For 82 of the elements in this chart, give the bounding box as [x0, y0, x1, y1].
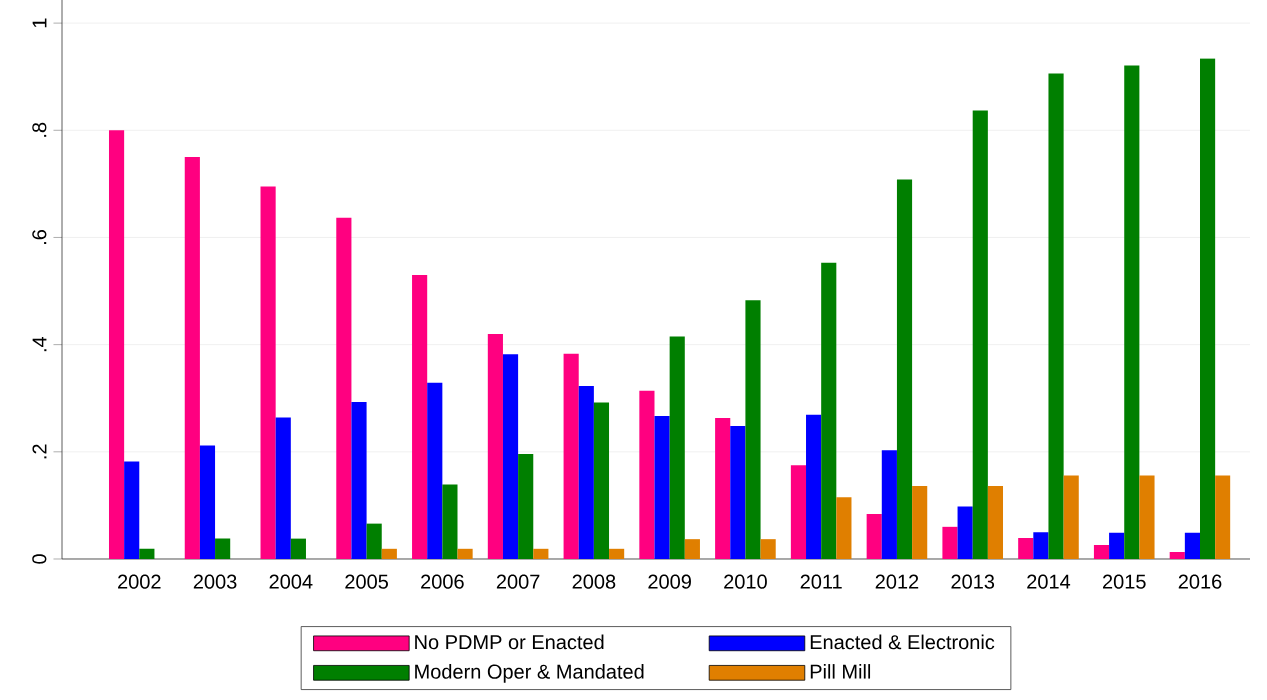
bar [806, 414, 822, 559]
bar [427, 382, 443, 559]
bar [609, 548, 625, 559]
bar [1018, 538, 1034, 559]
x-tick-label: 2007 [496, 574, 540, 589]
bar [1063, 475, 1079, 559]
x-tick-label: 2005 [345, 574, 388, 589]
bar [184, 157, 200, 559]
x-tick-label: 2012 [875, 574, 919, 589]
x-tick-label: 2010 [724, 574, 767, 589]
y-tick-label: 0 [32, 554, 47, 564]
bar [684, 539, 700, 559]
bar [745, 300, 761, 559]
bar [487, 333, 503, 559]
bar [1048, 73, 1064, 559]
bar [502, 354, 519, 559]
bar [881, 450, 897, 559]
legend-label: Modern Oper & Mandated [415, 664, 644, 683]
y-tick-label: .8 [32, 122, 47, 137]
bar [866, 513, 882, 559]
bar [290, 538, 306, 559]
y-tick-label: .6 [32, 229, 47, 244]
bar [1139, 475, 1155, 559]
bar [578, 385, 594, 559]
x-tick-label: 2011 [800, 574, 842, 589]
bar [124, 461, 140, 559]
bar [533, 548, 549, 559]
bar [275, 417, 291, 559]
legend-label: Pill Mill [810, 664, 871, 679]
y-tick-label: .2 [32, 444, 47, 459]
x-tick-label: 2014 [1027, 574, 1071, 589]
bar [942, 526, 958, 559]
y-tick-label: 1 [32, 18, 47, 28]
bar [790, 465, 807, 559]
bar [351, 401, 367, 559]
bar [730, 426, 746, 559]
legend-label: No PDMP or Enacted [415, 634, 604, 650]
bar [669, 336, 685, 559]
bar [563, 353, 579, 559]
bar [457, 548, 473, 559]
x-tick-label: 2006 [421, 574, 464, 589]
bar [366, 523, 382, 559]
x-tick-label: 2015 [1102, 574, 1146, 589]
bar [518, 453, 534, 559]
bar [912, 486, 928, 559]
bar [715, 418, 731, 559]
x-tick-label: 2002 [118, 574, 161, 589]
bar [987, 486, 1004, 559]
bar [199, 445, 216, 559]
bar [108, 130, 125, 559]
bar [896, 179, 913, 559]
x-tick-label: 2008 [572, 574, 616, 589]
legend-label: Enacted & Electronic [810, 634, 995, 650]
bar [654, 415, 670, 559]
bar [1093, 545, 1110, 559]
x-tick-label: 2003 [193, 574, 237, 589]
x-tick-label: 2013 [951, 574, 995, 589]
bar [972, 110, 988, 559]
bar [760, 539, 776, 559]
bar [821, 262, 837, 559]
bar [1200, 58, 1216, 559]
bar [336, 217, 352, 559]
bar [1169, 552, 1185, 559]
x-tick-label: 2016 [1178, 574, 1222, 589]
bar [442, 484, 458, 559]
x-tick-label: 2009 [648, 574, 691, 589]
y-tick-label: .4 [32, 336, 47, 352]
bar [381, 548, 397, 559]
bar [1033, 532, 1049, 559]
bar [593, 402, 610, 559]
bar [260, 186, 276, 559]
bar [1215, 475, 1231, 559]
bar [957, 506, 973, 559]
bar [1109, 532, 1125, 559]
bar [412, 274, 428, 559]
bar [1124, 65, 1140, 559]
bar [836, 497, 852, 559]
x-tick-label: 2004 [269, 574, 313, 589]
bar [215, 538, 231, 559]
bar [639, 390, 655, 559]
bar [139, 548, 155, 559]
bar [1184, 532, 1200, 559]
